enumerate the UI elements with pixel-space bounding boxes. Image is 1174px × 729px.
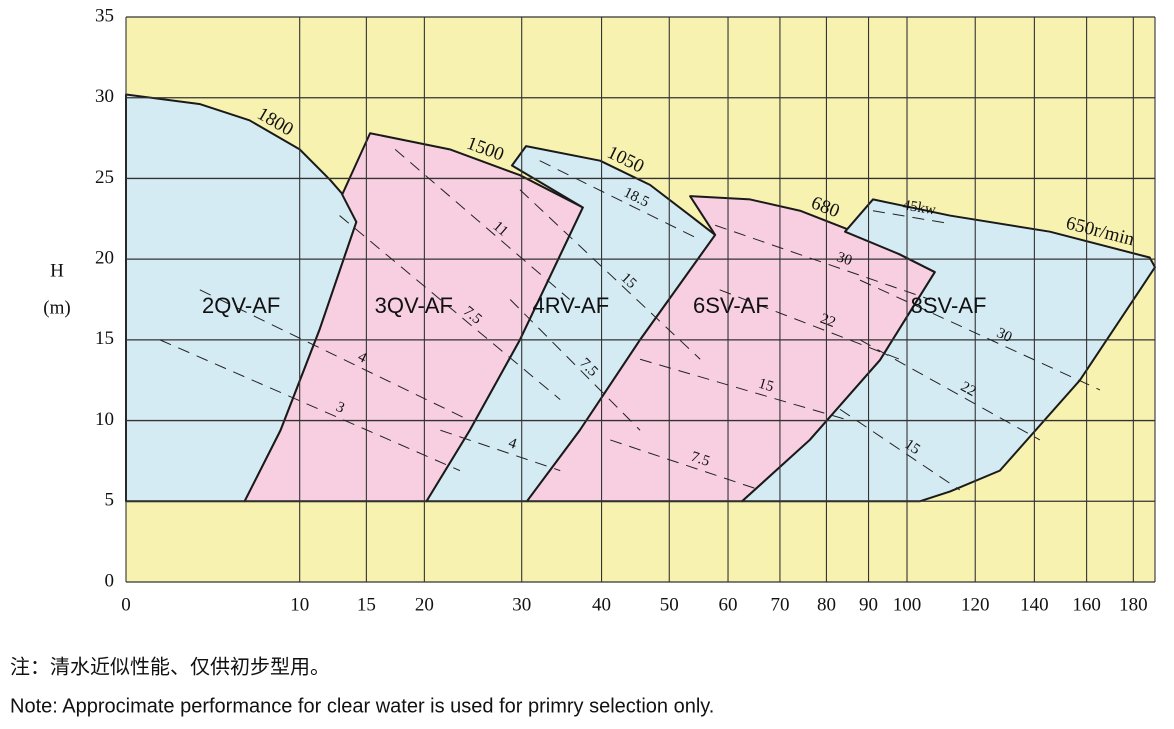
power-line <box>872 210 950 225</box>
power-label: 15 <box>901 436 922 458</box>
x-tick-label: 15 <box>357 594 376 615</box>
y-axis-label: H <box>50 260 64 281</box>
y-tick-label: 30 <box>95 86 114 107</box>
y-tick-label: 25 <box>95 167 114 188</box>
x-tick-label: 160 <box>1072 594 1101 615</box>
note: Note: Approcimate performance for clear … <box>10 695 714 717</box>
power-line <box>715 224 931 300</box>
region-name: 2QV-AF <box>202 293 280 318</box>
y-tick-label: 0 <box>105 570 115 591</box>
x-tick-label: 20 <box>415 594 434 615</box>
power-label: 15 <box>757 376 776 396</box>
power-label: 7.5 <box>689 449 712 470</box>
region-name: 8SV-AF <box>911 293 987 318</box>
x-tick-label: 100 <box>893 594 922 615</box>
y-tick-label: 10 <box>95 409 114 430</box>
power-line <box>394 148 571 300</box>
power-line <box>519 189 701 360</box>
x-tick-label: 0 <box>121 594 131 615</box>
power-label: 45kw <box>901 197 937 218</box>
power-line <box>839 408 961 491</box>
y-tick-label: 15 <box>95 328 114 349</box>
region-name: 4RV-AF <box>533 293 610 318</box>
note: 注：清水近似性能、仅供初步型用。 <box>10 655 330 678</box>
power-label: 30 <box>835 249 854 269</box>
x-tick-label: 120 <box>961 594 990 615</box>
x-tick-label: 70 <box>770 594 789 615</box>
y-axis-unit: (m) <box>43 297 70 318</box>
x-tick-label: 30 <box>512 594 531 615</box>
y-tick-label: 5 <box>105 490 115 511</box>
x-tick-label: 50 <box>660 594 679 615</box>
y-tick-label: 20 <box>95 248 114 269</box>
power-line <box>509 299 641 431</box>
power-line <box>539 160 701 241</box>
power-line <box>339 215 561 400</box>
x-tick-label: 140 <box>1020 594 1049 615</box>
power-line <box>719 289 900 360</box>
power-line <box>199 289 471 422</box>
region-name: 6SV-AF <box>693 293 769 318</box>
power-line <box>639 358 850 422</box>
x-tick-label: 90 <box>859 594 878 615</box>
x-tick-label: 80 <box>817 594 836 615</box>
power-line <box>610 439 761 491</box>
power-label: 30 <box>994 325 1014 346</box>
x-tick-label: 10 <box>290 594 309 615</box>
x-tick-label: 60 <box>719 594 738 615</box>
power-label: 22 <box>958 379 979 400</box>
power-line <box>159 339 461 472</box>
y-tick-label: 35 <box>95 5 114 26</box>
x-tick-label: 180 <box>1119 594 1148 615</box>
power-line <box>440 429 561 472</box>
power-line <box>859 339 1041 441</box>
power-label: 22 <box>818 311 838 331</box>
x-tick-label: 40 <box>592 594 611 615</box>
region-name: 3QV-AF <box>375 293 453 318</box>
power-line <box>859 279 1101 391</box>
